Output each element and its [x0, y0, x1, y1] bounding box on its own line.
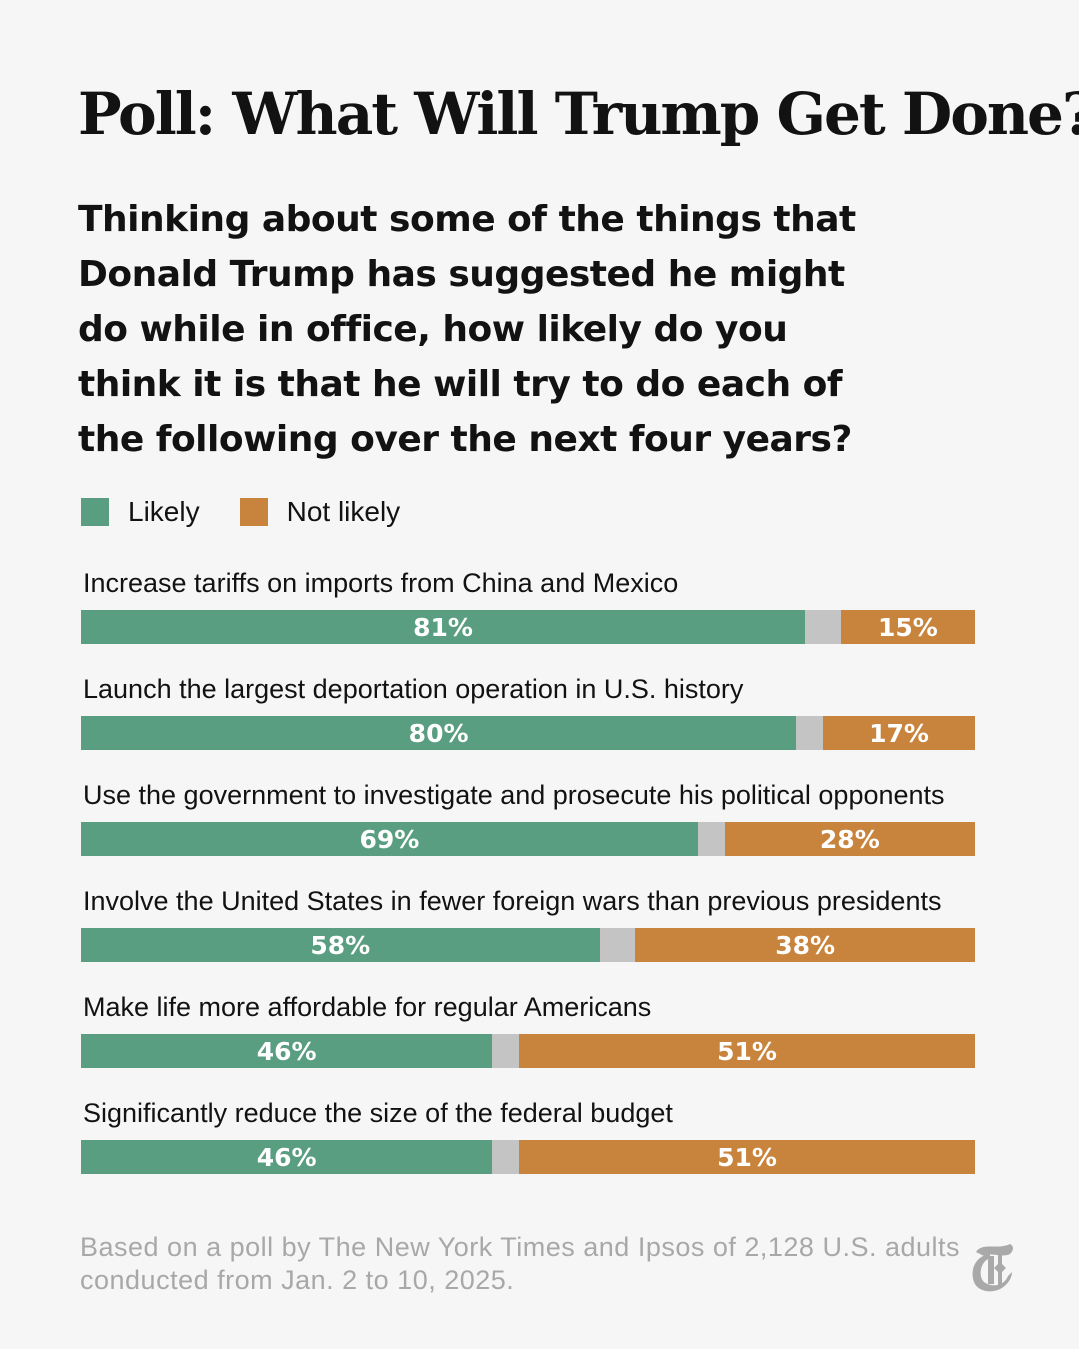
bar-row: Involve the United States in fewer forei… — [81, 886, 975, 992]
stacked-bar: 81% 15% — [81, 610, 975, 644]
legend-item-likely: Likely — [81, 496, 200, 528]
bar-segment-likely: 46% — [81, 1140, 493, 1174]
bar-segment-not-likely: 28% — [724, 822, 975, 856]
bar-segment-not-likely: 17% — [823, 716, 975, 750]
stacked-bar: 46% 51% — [81, 1140, 975, 1174]
legend-label-not-likely: Not likely — [286, 496, 401, 527]
bar-segment-likely: 69% — [81, 822, 698, 856]
category-label: Launch the largest deportation operation… — [83, 674, 744, 704]
chart-subtitle: Thinking about some of the things that D… — [78, 199, 856, 460]
bar-row: Launch the largest deportation operation… — [81, 674, 975, 780]
bar-segment-likely: 58% — [81, 928, 600, 962]
bar-segment-likely: 46% — [81, 1034, 493, 1068]
bar-segment-other — [805, 610, 841, 644]
category-label: Increase tariffs on imports from China a… — [83, 568, 679, 598]
chart-title: Poll: What Will Trump Get Done? — [78, 80, 1079, 148]
stacked-bar: 69% 28% — [81, 822, 975, 856]
category-label: Make life more affordable for regular Am… — [83, 992, 652, 1022]
legend-item-not-likely: Not likely — [239, 496, 401, 528]
bar-chart: Increase tariffs on imports from China a… — [81, 568, 975, 1204]
stacked-bar: 46% 51% — [81, 1034, 975, 1068]
category-label: Involve the United States in fewer forei… — [83, 886, 942, 916]
bar-segment-other — [492, 1034, 520, 1068]
bar-row: Use the government to investigate and pr… — [81, 780, 975, 886]
category-label: Use the government to investigate and pr… — [83, 780, 945, 810]
nyt-logo-icon — [972, 1244, 1013, 1292]
bar-row: Make life more affordable for regular Am… — [81, 992, 975, 1098]
legend-label-likely: Likely — [128, 496, 200, 527]
bar-segment-other — [599, 928, 636, 962]
stacked-bar: 80% 17% — [81, 716, 975, 750]
stacked-bar: 58% 38% — [81, 928, 975, 962]
legend-swatch-likely — [81, 498, 109, 526]
bar-segment-likely: 80% — [81, 716, 797, 750]
bar-segment-not-likely: 15% — [840, 610, 975, 644]
category-label: Significantly reduce the size of the fed… — [83, 1098, 673, 1128]
legend-swatch-not-likely — [239, 498, 268, 526]
bar-segment-not-likely: 51% — [519, 1034, 975, 1068]
bar-segment-likely: 81% — [81, 610, 806, 644]
bar-segment-other — [697, 822, 725, 856]
source-note: Based on a poll by The New York Times an… — [80, 1232, 961, 1295]
bar-segment-not-likely: 51% — [519, 1140, 975, 1174]
bar-segment-other — [492, 1140, 520, 1174]
bar-segment-not-likely: 38% — [635, 928, 975, 962]
bar-segment-other — [796, 716, 823, 750]
bar-row: Increase tariffs on imports from China a… — [81, 568, 975, 674]
legend: Likely Not likely — [81, 496, 440, 528]
bar-row: Significantly reduce the size of the fed… — [81, 1098, 975, 1204]
